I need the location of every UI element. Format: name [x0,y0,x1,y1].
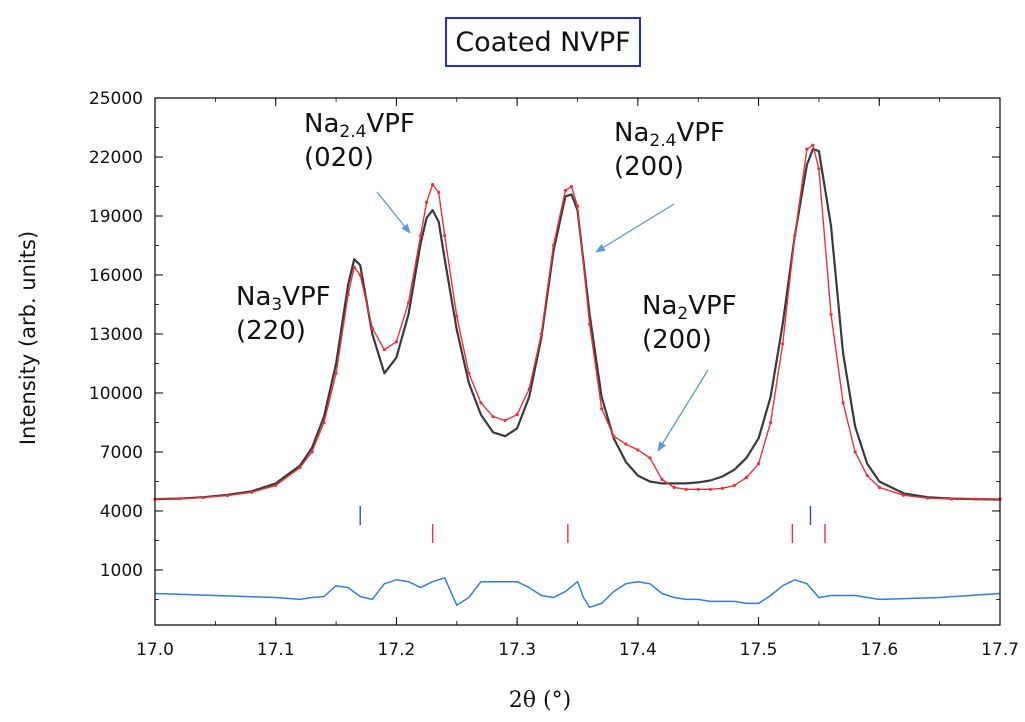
observed-point [648,456,652,460]
observed-point [575,204,580,208]
observed-point [805,147,809,151]
y-tick-label: 22000 [89,148,143,168]
plot-frame [154,97,1001,626]
observed-point [853,450,857,454]
observed-point [310,450,314,454]
observed-point [720,486,724,490]
observed-point [515,412,519,417]
y-tick-label: 25000 [89,89,143,109]
observed-point [636,448,640,452]
observed-point [829,312,833,316]
y-tick-label: 13000 [89,325,143,345]
observed-point [418,234,423,238]
observed-point [793,234,797,238]
observed-point [455,314,459,318]
observed-point [425,200,429,204]
observed-point [811,143,815,147]
x-tick-label: 17.7 [981,640,1019,660]
y-tick-label: 7000 [100,443,143,463]
x-tick-label: 17.4 [619,640,657,660]
observed-point [950,497,954,501]
observed-point [358,273,362,277]
observed-point [274,483,278,487]
observed-point [177,497,181,501]
observed-point [769,420,773,425]
observed-point [563,188,568,193]
calculated-series-line [154,148,1001,501]
x-tick-label: 17.2 [377,640,415,660]
annotation-na2vpf-200: Na2VPF (200) [642,291,737,355]
y-tick-label: 1000 [100,561,143,581]
annotation-arrow [376,191,411,234]
observed-point [249,490,254,494]
observed-point [696,487,700,491]
chart-title: Coated NVPF [445,17,641,67]
observed-point [684,487,688,491]
observed-point [322,420,326,425]
observed-point [551,243,555,248]
observed-point [394,340,399,344]
observed-point [334,371,338,375]
observed-point [352,265,356,269]
observed-point [672,485,676,489]
observed-point [491,414,495,419]
observed-point [443,234,447,238]
observed-point [527,387,531,391]
observed-point [406,300,411,305]
observed-point [431,182,435,187]
observed-point [346,293,350,297]
annotation-na24vpf-200: Na2.4VPF (200) [614,118,725,182]
x-tick-label: 17.3 [498,640,536,660]
observed-point [841,401,845,405]
observed-point [569,184,574,189]
observed-point [744,475,749,480]
observed-point [660,477,664,482]
observed-point [382,348,386,352]
annotation-arrow [595,203,675,253]
x-tick-label: 17.6 [860,640,898,660]
observed-point [503,418,507,423]
observed-point [901,493,906,497]
observed-point [708,487,712,491]
y-tick-label: 4000 [100,502,143,522]
y-tick-label: 16000 [89,266,143,286]
observed-point [437,190,441,194]
annotation-arrows [376,191,709,452]
observed-point [925,496,930,500]
observed-point [539,332,543,336]
y-axis-label: Intensity (arb. units) [16,230,40,446]
y-tick-label: 19000 [89,207,143,227]
observed-point [370,326,374,330]
observed-point [201,495,205,500]
annotation-na24vpf-020: Na2.4VPF (020) [304,109,415,173]
observed-point [877,485,881,489]
x-tick-label: 17.0 [136,640,174,660]
observed-point [817,167,821,171]
observed-point [865,473,869,478]
annotation-arrow [657,369,709,452]
observed-point [974,497,978,501]
observed-point [624,442,628,446]
observed-point [467,371,471,375]
x-axis-label: 2θ (°) [508,688,572,713]
x-tick-label: 17.5 [740,640,778,660]
observed-point [600,407,604,411]
difference-series-line [154,577,1001,609]
observed-point [479,401,483,405]
observed-point [732,483,737,487]
y-tick-label: 10000 [89,384,143,404]
x-tick-label: 17.1 [257,640,295,660]
observed-point [225,494,230,498]
observed-point [298,466,302,470]
observed-point [587,322,592,326]
observed-point [781,342,785,346]
bragg-tick-marks [359,506,826,543]
annotation-na3vpf-220: Na3VPF (220) [236,282,331,346]
observed-point [612,434,616,438]
observed-point [756,462,761,466]
